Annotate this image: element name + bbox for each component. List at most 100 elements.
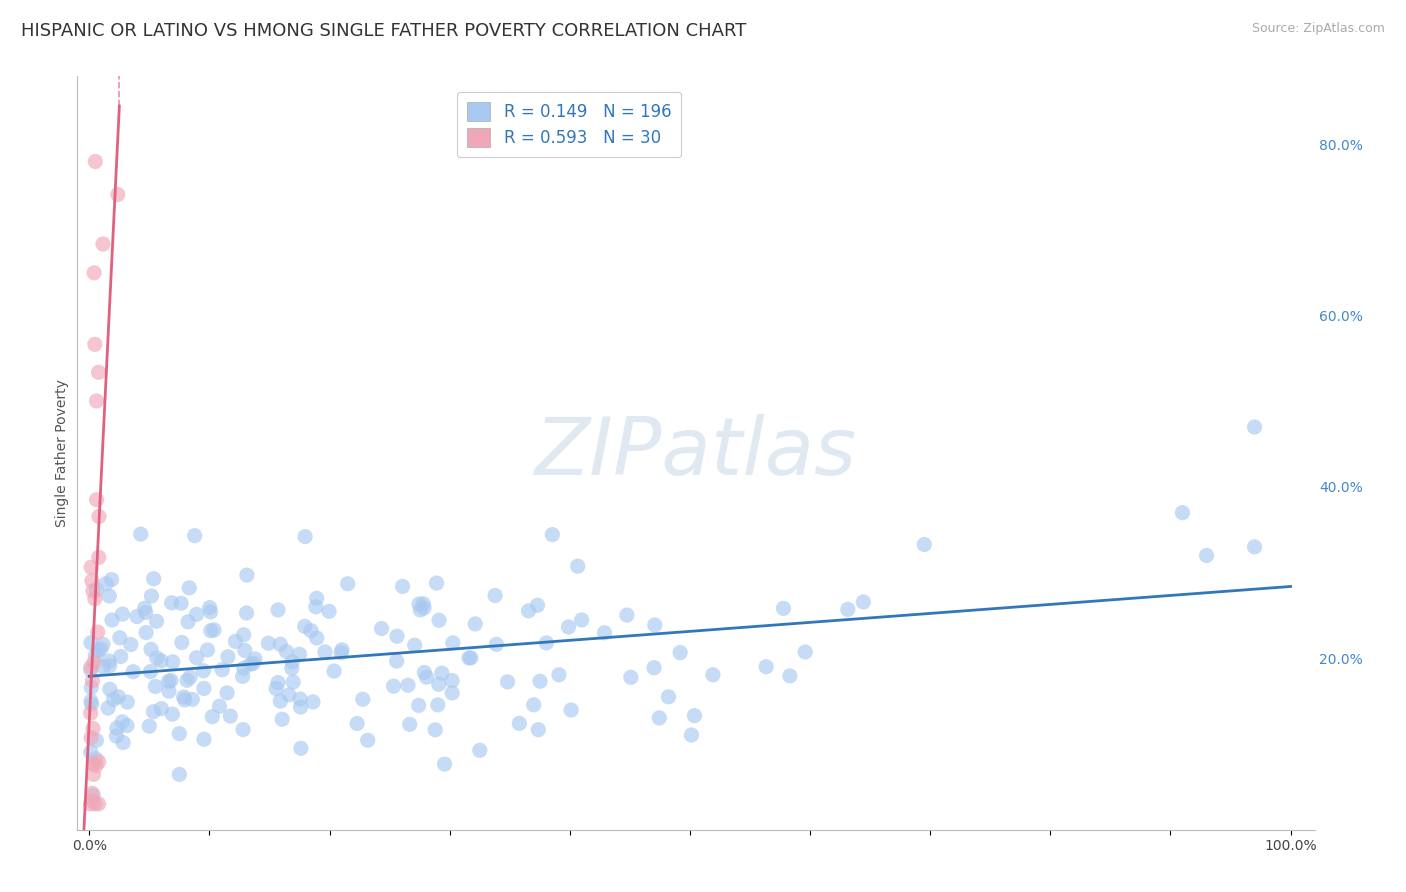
Point (86, 492, 108, 507)
Point (98, 658, 121, 673)
Point (681, 728, 703, 742)
Point (404, 638, 426, 652)
Point (145, 615, 167, 629)
Point (1171, 506, 1194, 520)
Point (657, 690, 679, 704)
Point (169, 727, 191, 741)
Point (83, 337, 105, 351)
Point (84, 648, 107, 663)
Point (413, 665, 436, 680)
Point (94, 576, 117, 591)
Point (269, 637, 291, 651)
Point (427, 677, 450, 691)
Point (571, 613, 593, 627)
Point (150, 701, 173, 715)
Point (142, 572, 165, 586)
Point (330, 646, 353, 660)
Point (464, 616, 486, 631)
Point (98, 589, 121, 603)
Point (162, 655, 184, 669)
Point (197, 643, 219, 657)
Point (496, 674, 519, 689)
Point (290, 692, 312, 706)
Point (87, 365, 110, 379)
Y-axis label: Single Father Poverty: Single Father Poverty (55, 379, 69, 526)
Point (176, 673, 198, 688)
Point (91, 659, 114, 673)
Point (413, 601, 436, 615)
Point (527, 723, 550, 737)
Point (336, 576, 359, 591)
Point (112, 735, 135, 749)
Point (441, 673, 464, 688)
Point (281, 655, 304, 669)
Point (616, 608, 638, 623)
Point (80, 660, 103, 674)
Point (115, 718, 138, 732)
Point (86, 583, 108, 598)
Point (90, 642, 112, 657)
Point (107, 690, 129, 704)
Point (458, 651, 481, 665)
Point (426, 698, 449, 712)
Point (243, 652, 266, 666)
Point (173, 693, 195, 707)
Point (425, 723, 447, 737)
Point (779, 669, 801, 683)
Point (82, 789, 104, 803)
Point (352, 692, 374, 706)
Point (80, 697, 103, 711)
Point (441, 686, 464, 700)
Point (593, 625, 616, 640)
Point (186, 607, 208, 622)
Point (318, 604, 340, 618)
Point (179, 581, 201, 595)
Point (385, 654, 408, 668)
Point (288, 647, 311, 661)
Point (87, 550, 110, 565)
Point (110, 649, 132, 664)
Point (134, 601, 156, 615)
Point (91, 637, 114, 651)
Point (433, 757, 456, 772)
Point (83, 767, 105, 781)
Point (179, 670, 201, 684)
Point (330, 643, 353, 657)
Point (84, 758, 107, 772)
Point (409, 603, 432, 617)
Point (1243, 420, 1265, 434)
Point (125, 609, 148, 624)
Point (267, 675, 290, 690)
Point (290, 700, 312, 714)
Point (201, 709, 224, 723)
Point (217, 649, 239, 664)
Point (257, 636, 280, 650)
Point (83, 655, 105, 669)
Point (271, 712, 294, 726)
Point (484, 589, 506, 603)
Point (523, 698, 546, 712)
Point (157, 674, 180, 689)
Point (370, 622, 392, 636)
Point (548, 668, 571, 682)
Point (107, 187, 129, 202)
Point (105, 721, 128, 735)
Point (200, 624, 222, 638)
Point (441, 636, 464, 650)
Point (567, 559, 589, 574)
Point (173, 690, 195, 704)
Point (111, 714, 134, 729)
Point (129, 527, 152, 541)
Point (160, 596, 183, 610)
Point (269, 694, 291, 708)
Point (198, 600, 221, 615)
Point (98, 682, 121, 697)
Point (108, 631, 131, 645)
Point (87, 509, 110, 524)
Point (98, 654, 121, 668)
Point (82, 756, 104, 771)
Point (86, 733, 108, 747)
Point (146, 651, 169, 665)
Point (162, 707, 184, 722)
Point (294, 619, 316, 633)
